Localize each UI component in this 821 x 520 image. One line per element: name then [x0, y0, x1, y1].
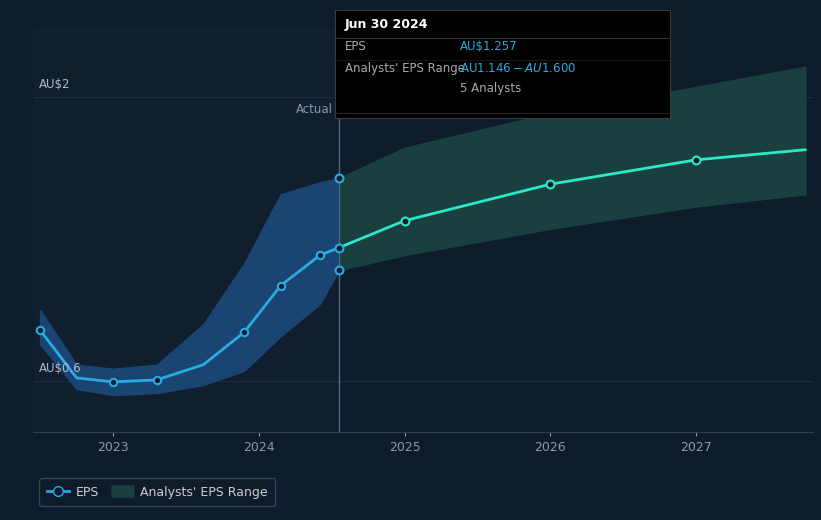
Text: AU$1.146 - AU$1.600: AU$1.146 - AU$1.600 [460, 62, 576, 75]
Legend: EPS, Analysts' EPS Range: EPS, Analysts' EPS Range [39, 478, 275, 506]
Text: Analysts Forecasts: Analysts Forecasts [348, 103, 457, 116]
Text: 5 Analysts: 5 Analysts [460, 82, 521, 95]
Text: EPS: EPS [345, 40, 367, 53]
Point [237, 328, 250, 336]
Point [107, 378, 120, 386]
Point [690, 155, 703, 164]
Point [398, 216, 411, 225]
Point [274, 281, 287, 290]
Text: Jun 30 2024: Jun 30 2024 [345, 18, 429, 31]
Point [34, 326, 47, 334]
Text: AU$0.6: AU$0.6 [39, 362, 81, 375]
Point [333, 174, 346, 182]
Text: Actual: Actual [296, 103, 333, 116]
Text: AU$2: AU$2 [39, 78, 70, 91]
Text: AU$1.257: AU$1.257 [460, 40, 517, 53]
Bar [33, 26, 339, 432]
Point [544, 180, 557, 188]
Point [314, 251, 327, 259]
Point [150, 376, 163, 384]
Point [333, 266, 346, 275]
Text: Analysts' EPS Range: Analysts' EPS Range [345, 62, 465, 75]
Point [333, 243, 346, 252]
